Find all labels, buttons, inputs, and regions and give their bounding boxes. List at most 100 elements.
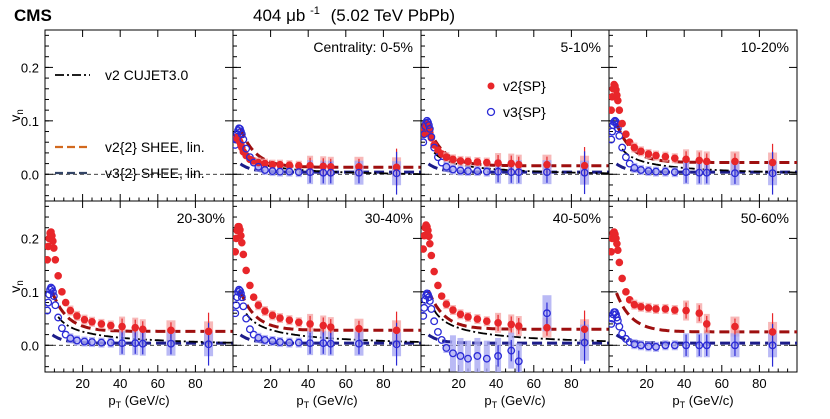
v3-point xyxy=(613,124,622,133)
v3-point xyxy=(449,349,457,358)
y-tick-label: 0.0 xyxy=(21,338,39,353)
v3-point xyxy=(494,167,503,176)
v3-point xyxy=(768,341,777,350)
v2-point xyxy=(45,255,52,264)
panel-content xyxy=(45,228,233,366)
v3-point xyxy=(637,341,645,350)
v2-point xyxy=(131,323,140,332)
centrality-label: 10-20% xyxy=(741,39,789,55)
v3-point xyxy=(580,338,589,347)
v2-point xyxy=(609,106,616,114)
v3-point xyxy=(731,169,739,178)
v2-point xyxy=(464,313,472,321)
legend-v2shee-label: v2{2} SHEE, lin. xyxy=(105,139,205,155)
v3-point xyxy=(326,339,335,348)
v2-point xyxy=(661,305,670,313)
v2-point xyxy=(514,160,523,169)
v3-syst-band xyxy=(465,166,471,177)
v2-point xyxy=(644,150,653,158)
v3-point xyxy=(131,339,140,348)
v3-syst-band xyxy=(261,165,268,176)
v3-syst-band xyxy=(474,337,481,372)
v3-point xyxy=(51,301,60,310)
v2-point xyxy=(473,315,482,323)
v3-point xyxy=(507,346,516,355)
v2-point xyxy=(425,232,433,241)
x-tick-label: 40 xyxy=(113,376,127,391)
v2-point xyxy=(306,161,314,170)
v3-point xyxy=(306,339,315,348)
v3-point xyxy=(88,338,96,347)
v2-point xyxy=(543,160,551,169)
y-tick-label: 0.1 xyxy=(21,114,39,129)
v2-point xyxy=(494,159,502,167)
v3-point xyxy=(237,293,246,302)
v3-syst-band xyxy=(255,161,262,172)
v3-syst-band xyxy=(449,335,456,372)
v2-point xyxy=(239,250,248,259)
panel-content xyxy=(609,228,797,367)
v3-syst-band xyxy=(653,166,659,177)
v3-syst-band xyxy=(295,337,302,348)
v3-point xyxy=(138,339,147,348)
x-tick-label: 40 xyxy=(489,376,503,391)
x-tick-label: 60 xyxy=(527,376,541,391)
v3-syst-band xyxy=(73,335,80,346)
v3-point xyxy=(702,168,711,177)
v2-point xyxy=(426,239,434,248)
v3-syst-band xyxy=(255,332,262,343)
v3-point xyxy=(425,124,434,133)
v3-point xyxy=(242,314,251,323)
centrality-label: 20-30% xyxy=(177,210,225,226)
v3-point xyxy=(494,352,503,360)
v3-point xyxy=(45,306,52,315)
v2-point xyxy=(514,322,523,330)
energy-label: (5.02 TeV PbPb) xyxy=(331,6,455,25)
v3-point xyxy=(702,341,711,350)
v3-point xyxy=(644,342,653,351)
v3-point xyxy=(239,302,248,311)
v3-point xyxy=(507,168,516,177)
v3-point xyxy=(543,309,551,318)
v3-point xyxy=(768,169,777,178)
v2-point xyxy=(50,244,58,252)
v3-syst-band xyxy=(671,167,678,178)
v3-syst-band xyxy=(474,166,481,177)
v3-point xyxy=(621,153,630,162)
luminosity-value: 404 μb xyxy=(253,6,305,25)
v3-point xyxy=(204,340,213,349)
v2-point xyxy=(97,320,106,328)
legend-v3shee-label: v3{2} SHEE, lin. xyxy=(105,165,205,181)
v3-point xyxy=(449,165,457,174)
v3-syst-band xyxy=(286,166,293,177)
v2-point xyxy=(319,162,328,171)
v3-point xyxy=(106,338,115,347)
v2-point xyxy=(661,152,670,161)
v3-syst-band xyxy=(295,167,302,178)
v3-syst-band xyxy=(449,164,456,175)
v3-syst-band xyxy=(269,336,276,347)
v2-point xyxy=(242,266,250,275)
v3-point xyxy=(80,337,89,346)
x-tick-label: 20 xyxy=(639,376,653,391)
v3-point xyxy=(47,283,55,292)
legend-v3sp-label: v3{SP} xyxy=(503,104,546,120)
v2-point xyxy=(494,319,502,327)
v2-point xyxy=(295,161,303,170)
v3-syst-band xyxy=(671,340,678,351)
v3-point xyxy=(482,354,491,363)
v3-point xyxy=(73,336,81,345)
v2-point xyxy=(392,163,401,172)
v2-point xyxy=(449,155,457,164)
v3-syst-band xyxy=(89,337,95,348)
v3-point xyxy=(618,143,627,152)
x-axis-label: pT (GeV/c) xyxy=(108,393,169,410)
v2-point xyxy=(118,322,126,331)
v2-point xyxy=(543,323,551,332)
v3-point xyxy=(276,338,284,347)
v3-point xyxy=(421,138,428,147)
v3-point xyxy=(355,168,363,177)
v3-point xyxy=(294,168,303,177)
v3-point xyxy=(652,167,660,176)
